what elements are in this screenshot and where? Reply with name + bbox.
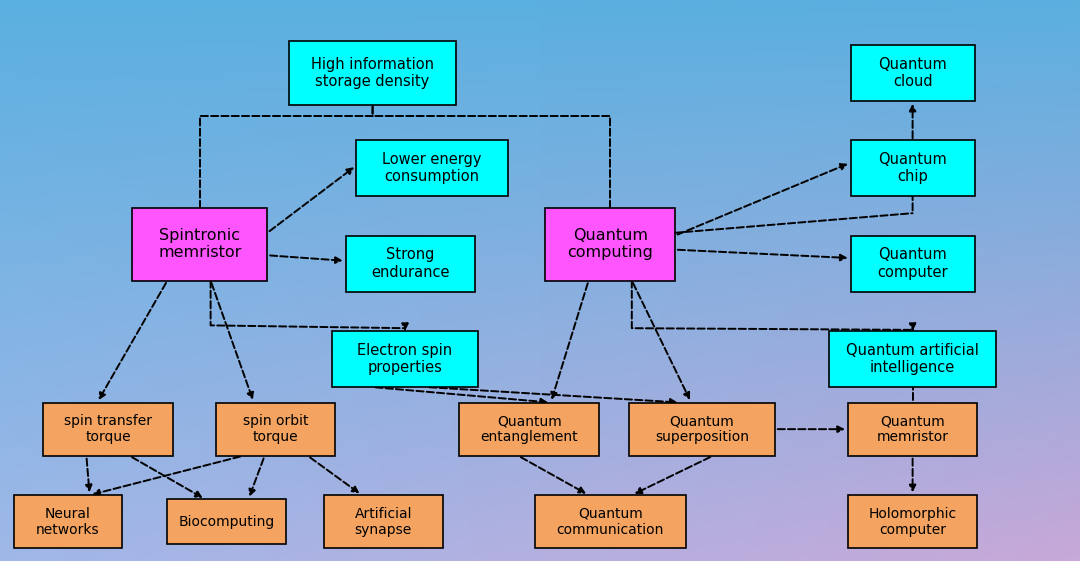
Text: spin orbit
torque: spin orbit torque	[243, 414, 308, 444]
FancyBboxPatch shape	[333, 331, 477, 387]
Text: Quantum
superposition: Quantum superposition	[654, 414, 750, 444]
Text: Holomorphic
computer: Holomorphic computer	[868, 507, 957, 537]
FancyBboxPatch shape	[43, 403, 173, 456]
FancyBboxPatch shape	[216, 403, 335, 456]
FancyBboxPatch shape	[829, 331, 996, 387]
Text: Quantum artificial
intelligence: Quantum artificial intelligence	[846, 343, 980, 375]
Text: Neural
networks: Neural networks	[37, 507, 99, 537]
Text: Strong
endurance: Strong endurance	[372, 247, 449, 280]
Text: Quantum
cloud: Quantum cloud	[878, 57, 947, 89]
FancyBboxPatch shape	[133, 208, 268, 280]
FancyBboxPatch shape	[848, 403, 977, 456]
FancyBboxPatch shape	[851, 236, 974, 292]
FancyBboxPatch shape	[851, 140, 974, 196]
Text: Quantum
entanglement: Quantum entanglement	[481, 414, 578, 444]
FancyBboxPatch shape	[289, 41, 457, 105]
FancyBboxPatch shape	[346, 236, 475, 292]
FancyBboxPatch shape	[324, 495, 443, 549]
Text: Quantum
communication: Quantum communication	[556, 507, 664, 537]
Text: Quantum
computing: Quantum computing	[567, 228, 653, 260]
Text: spin transfer
torque: spin transfer torque	[64, 414, 152, 444]
FancyBboxPatch shape	[629, 403, 775, 456]
Text: Spintronic
memristor: Spintronic memristor	[158, 228, 242, 260]
FancyBboxPatch shape	[167, 499, 286, 544]
Text: Lower energy
consumption: Lower energy consumption	[382, 152, 482, 185]
Text: High information
storage density: High information storage density	[311, 57, 434, 89]
Text: Electron spin
properties: Electron spin properties	[357, 343, 453, 375]
FancyBboxPatch shape	[535, 495, 686, 549]
Text: Biocomputing: Biocomputing	[178, 515, 275, 528]
FancyBboxPatch shape	[14, 495, 122, 549]
FancyBboxPatch shape	[851, 45, 974, 101]
Text: Quantum
computer: Quantum computer	[877, 247, 948, 280]
FancyBboxPatch shape	[356, 140, 508, 196]
FancyBboxPatch shape	[848, 495, 977, 549]
FancyBboxPatch shape	[545, 208, 675, 280]
FancyBboxPatch shape	[459, 403, 599, 456]
Text: Quantum
chip: Quantum chip	[878, 152, 947, 185]
Text: Artificial
synapse: Artificial synapse	[354, 507, 413, 537]
Text: Quantum
memristor: Quantum memristor	[877, 414, 948, 444]
